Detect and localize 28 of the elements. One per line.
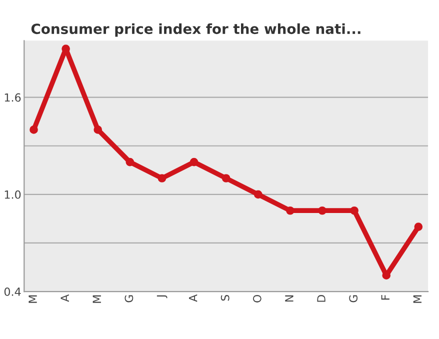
- point: [286, 206, 294, 215]
- x-tick-label: M: [28, 295, 37, 303]
- y-tick-label: 0.4: [4, 288, 21, 296]
- point: [126, 158, 134, 166]
- x-tick-label: J: [156, 295, 168, 298]
- x-tick-label: A: [188, 294, 198, 302]
- x-tick-label: D: [317, 294, 326, 302]
- x-tick-label: G: [349, 295, 358, 302]
- y-tick-label: 1.0: [4, 190, 21, 199]
- x-tick-label: A: [60, 294, 69, 302]
- point: [414, 222, 423, 231]
- x-tick-label: F: [381, 294, 390, 300]
- x-tick-label: M: [92, 295, 101, 303]
- point: [318, 206, 326, 215]
- x-tick-label: M: [413, 295, 422, 303]
- point: [94, 126, 102, 134]
- point: [254, 190, 262, 199]
- point: [350, 206, 358, 215]
- y-tick-label: 1.6: [4, 93, 21, 102]
- x-tick-label: S: [220, 294, 230, 301]
- x-tick-label: G: [124, 295, 134, 302]
- x-tick-label: O: [252, 294, 262, 302]
- x-tick-label: N: [285, 295, 294, 302]
- point: [190, 158, 198, 166]
- point: [222, 174, 230, 182]
- point: [30, 126, 38, 134]
- chart-title: Consumer price index for the whole nati...: [31, 23, 360, 37]
- point: [158, 174, 166, 182]
